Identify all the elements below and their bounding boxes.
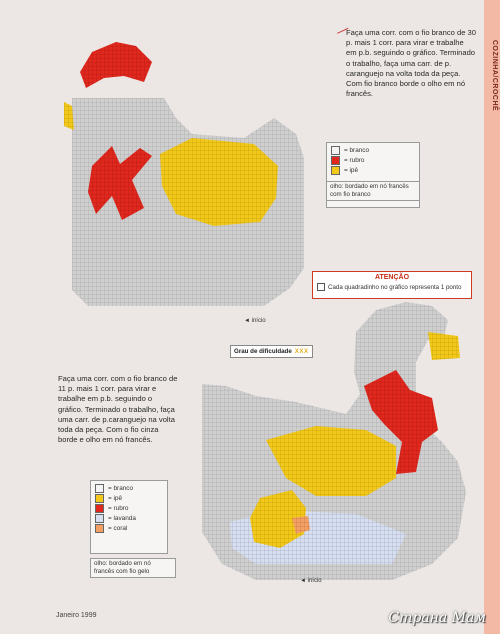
swatch	[95, 513, 104, 523]
legend-item: = ipê	[91, 493, 167, 503]
eye-note-top: olho: bordado em nó francês com fio bran…	[326, 181, 420, 201]
legend-item: = ipê	[327, 165, 419, 175]
rooster-wing	[160, 138, 278, 226]
legend-item: = lavanda	[91, 513, 167, 523]
legend-item: = coral	[91, 523, 167, 533]
swatch	[331, 145, 340, 155]
duck-bow	[364, 370, 438, 474]
eye-note-bottom: olho: bordado em nó francês com fio gelo	[90, 558, 176, 578]
swatch	[95, 493, 104, 503]
duck-chart	[202, 302, 466, 580]
page-footer: Janeiro 1999	[56, 612, 97, 619]
difficulty-badge: Grau de dificuldade XXX	[230, 345, 313, 358]
duck-chick-beak	[292, 516, 310, 534]
legend-item: = branco	[327, 145, 419, 155]
attention-box: ATENÇÃO Cada quadradinho no gráfico repr…	[312, 271, 472, 299]
instructions-top: Faça uma corr. com o fio branco de 30 p.…	[346, 28, 477, 99]
swatch	[95, 483, 104, 493]
square-icon	[317, 283, 325, 291]
difficulty-marks: XXX	[294, 348, 309, 355]
rooster-wattle	[88, 146, 152, 220]
attention-title: ATENÇÃO	[374, 274, 410, 281]
legend-item: = rubro	[91, 503, 167, 513]
rooster-beak	[64, 102, 74, 130]
start-marker-top: ◄ início	[244, 318, 266, 324]
side-strip: COZINHA/CROCHÊ	[484, 0, 500, 634]
instructions-bottom: Faça uma corr. com o fio branco de 11 p.…	[58, 374, 178, 445]
duck-chick	[250, 490, 306, 548]
duck-beak	[428, 332, 460, 360]
rooster-chart	[64, 42, 304, 306]
swatch	[95, 503, 104, 513]
rooster-comb	[80, 42, 152, 88]
legend-item: = rubro	[327, 155, 419, 165]
section-label: COZINHA/CROCHÊ	[491, 40, 498, 112]
swatch	[331, 155, 340, 165]
legend-bottom: = branco = ipê = rubro = lavanda = coral	[90, 480, 168, 554]
start-marker-bottom: ◄ início	[300, 578, 322, 584]
attention-text: Cada quadradinho no gráfico representa 1…	[328, 283, 462, 291]
swatch	[331, 165, 340, 175]
swatch	[95, 523, 104, 533]
duck-wing	[266, 426, 396, 496]
legend-item: = branco	[91, 483, 167, 493]
watermark-logo: Страна Мам	[388, 610, 486, 626]
